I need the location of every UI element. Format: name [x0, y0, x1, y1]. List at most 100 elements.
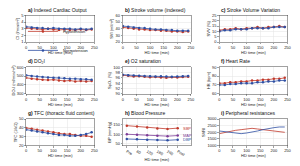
svg-text:Normotension: Normotension — [63, 48, 88, 53]
svg-text:60: 60 — [212, 91, 217, 96]
svg-text:200: 200 — [271, 148, 278, 153]
svg-text:HD time (min): HD time (min) — [48, 50, 73, 55]
svg-text:240: 240 — [166, 149, 175, 157]
svg-text:2000: 2000 — [208, 130, 218, 135]
svg-text:120: 120 — [146, 149, 155, 157]
svg-text:200: 200 — [77, 148, 84, 153]
svg-text:0: 0 — [25, 45, 28, 50]
svg-text:MAP: MAP — [183, 133, 192, 138]
svg-text:60: 60 — [136, 149, 143, 156]
svg-text:250: 250 — [284, 148, 291, 153]
svg-text:2500: 2500 — [208, 123, 218, 128]
svg-text:0: 0 — [25, 97, 28, 102]
svg-text:50: 50 — [231, 97, 236, 102]
svg-text:100: 100 — [243, 148, 250, 153]
svg-text:100: 100 — [50, 148, 57, 153]
svg-text:100: 100 — [113, 132, 120, 137]
svg-text:250: 250 — [91, 97, 98, 102]
svg-text:200: 200 — [271, 45, 278, 50]
svg-text:3: 3 — [21, 26, 24, 31]
svg-text:150: 150 — [160, 45, 167, 50]
svg-text:50: 50 — [38, 45, 43, 50]
svg-text:50: 50 — [19, 116, 24, 121]
svg-text:150: 150 — [64, 148, 71, 153]
svg-text:d) DO₂I: d) DO₂I — [28, 58, 45, 64]
svg-text:5: 5 — [21, 13, 24, 18]
svg-text:150: 150 — [257, 45, 264, 50]
svg-text:180: 180 — [156, 149, 165, 157]
svg-text:10: 10 — [212, 29, 217, 34]
svg-text:250: 250 — [91, 45, 98, 50]
svg-text:TFC (1/kΩ): TFC (1/kΩ) — [13, 122, 18, 143]
svg-text:Hypotension: Hypotension — [63, 29, 85, 34]
svg-text:i) Peripheral resistances: i) Peripheral resistances — [221, 110, 275, 116]
svg-text:0: 0 — [25, 148, 28, 153]
svg-text:0: 0 — [122, 97, 125, 102]
svg-text:a) Indexed Cardiac Output: a) Indexed Cardiac Output — [28, 7, 87, 13]
svg-text:HD time (min): HD time (min) — [145, 102, 170, 107]
svg-text:600: 600 — [17, 65, 24, 70]
svg-text:150: 150 — [113, 122, 120, 127]
svg-text:50: 50 — [134, 97, 139, 102]
svg-text:Pre: Pre — [125, 149, 134, 157]
svg-text:HD time (min): HD time (min) — [145, 157, 170, 162]
svg-text:50: 50 — [231, 148, 236, 153]
svg-text:200: 200 — [271, 97, 278, 102]
svg-text:15: 15 — [212, 23, 217, 28]
svg-text:4: 4 — [21, 19, 24, 24]
svg-text:50: 50 — [231, 45, 236, 50]
svg-text:200: 200 — [174, 45, 181, 50]
svg-text:SVRI: SVRI — [201, 128, 206, 137]
svg-text:70: 70 — [212, 82, 217, 87]
svg-text:Post: Post — [176, 149, 186, 158]
svg-text:250: 250 — [91, 148, 98, 153]
svg-text:150: 150 — [257, 148, 264, 153]
svg-text:HD time (min): HD time (min) — [48, 102, 73, 107]
svg-text:HR (bpm): HR (bpm) — [206, 71, 211, 89]
svg-text:g) TFC (thoracic fluid content: g) TFC (thoracic fluid content) — [28, 110, 95, 116]
svg-text:250: 250 — [284, 97, 291, 102]
svg-text:c) Stroke Volume Variation: c) Stroke Volume Variation — [221, 7, 280, 13]
svg-text:b) Stroke volume (indexed): b) Stroke volume (indexed) — [125, 7, 186, 13]
svg-text:HD time (min): HD time (min) — [48, 153, 73, 158]
svg-text:0: 0 — [218, 97, 221, 102]
svg-text:30: 30 — [116, 33, 121, 38]
svg-text:100: 100 — [243, 45, 250, 50]
svg-text:5: 5 — [214, 34, 217, 39]
svg-text:500: 500 — [17, 73, 24, 78]
svg-text:50: 50 — [116, 19, 121, 24]
svg-text:SBP: SBP — [183, 126, 191, 131]
svg-text:200: 200 — [77, 97, 84, 102]
svg-text:92: 92 — [116, 86, 121, 91]
svg-text:SVI (ml/m²): SVI (ml/m²) — [109, 18, 114, 39]
svg-text:e) O2 saturation: e) O2 saturation — [125, 58, 161, 64]
svg-text:50: 50 — [116, 141, 121, 146]
svg-text:60: 60 — [116, 13, 121, 18]
svg-text:SpO₂ (%): SpO₂ (%) — [107, 71, 112, 89]
svg-text:80: 80 — [212, 73, 217, 78]
svg-text:2: 2 — [21, 33, 24, 38]
svg-text:1: 1 — [21, 39, 24, 44]
svg-text:HD time (min): HD time (min) — [241, 102, 266, 107]
svg-text:90: 90 — [116, 91, 121, 96]
svg-text:40: 40 — [19, 125, 24, 130]
svg-text:100: 100 — [147, 45, 154, 50]
svg-text:HD time (min): HD time (min) — [241, 153, 266, 158]
svg-text:98: 98 — [116, 70, 121, 75]
svg-text:20: 20 — [212, 18, 217, 23]
svg-text:200: 200 — [174, 97, 181, 102]
svg-text:0: 0 — [218, 45, 221, 50]
svg-text:30: 30 — [19, 134, 24, 139]
svg-text:94: 94 — [116, 81, 121, 86]
svg-text:100: 100 — [50, 97, 57, 102]
svg-text:100: 100 — [50, 45, 57, 50]
svg-text:100: 100 — [113, 65, 120, 70]
svg-text:150: 150 — [160, 97, 167, 102]
svg-text:0: 0 — [214, 39, 217, 44]
svg-text:1000: 1000 — [208, 143, 218, 148]
svg-text:0: 0 — [218, 148, 221, 153]
svg-text:0: 0 — [122, 45, 125, 50]
svg-text:250: 250 — [188, 45, 195, 50]
svg-text:100: 100 — [147, 97, 154, 102]
svg-text:CI (l/min/m²): CI (l/min/m²) — [15, 17, 20, 40]
